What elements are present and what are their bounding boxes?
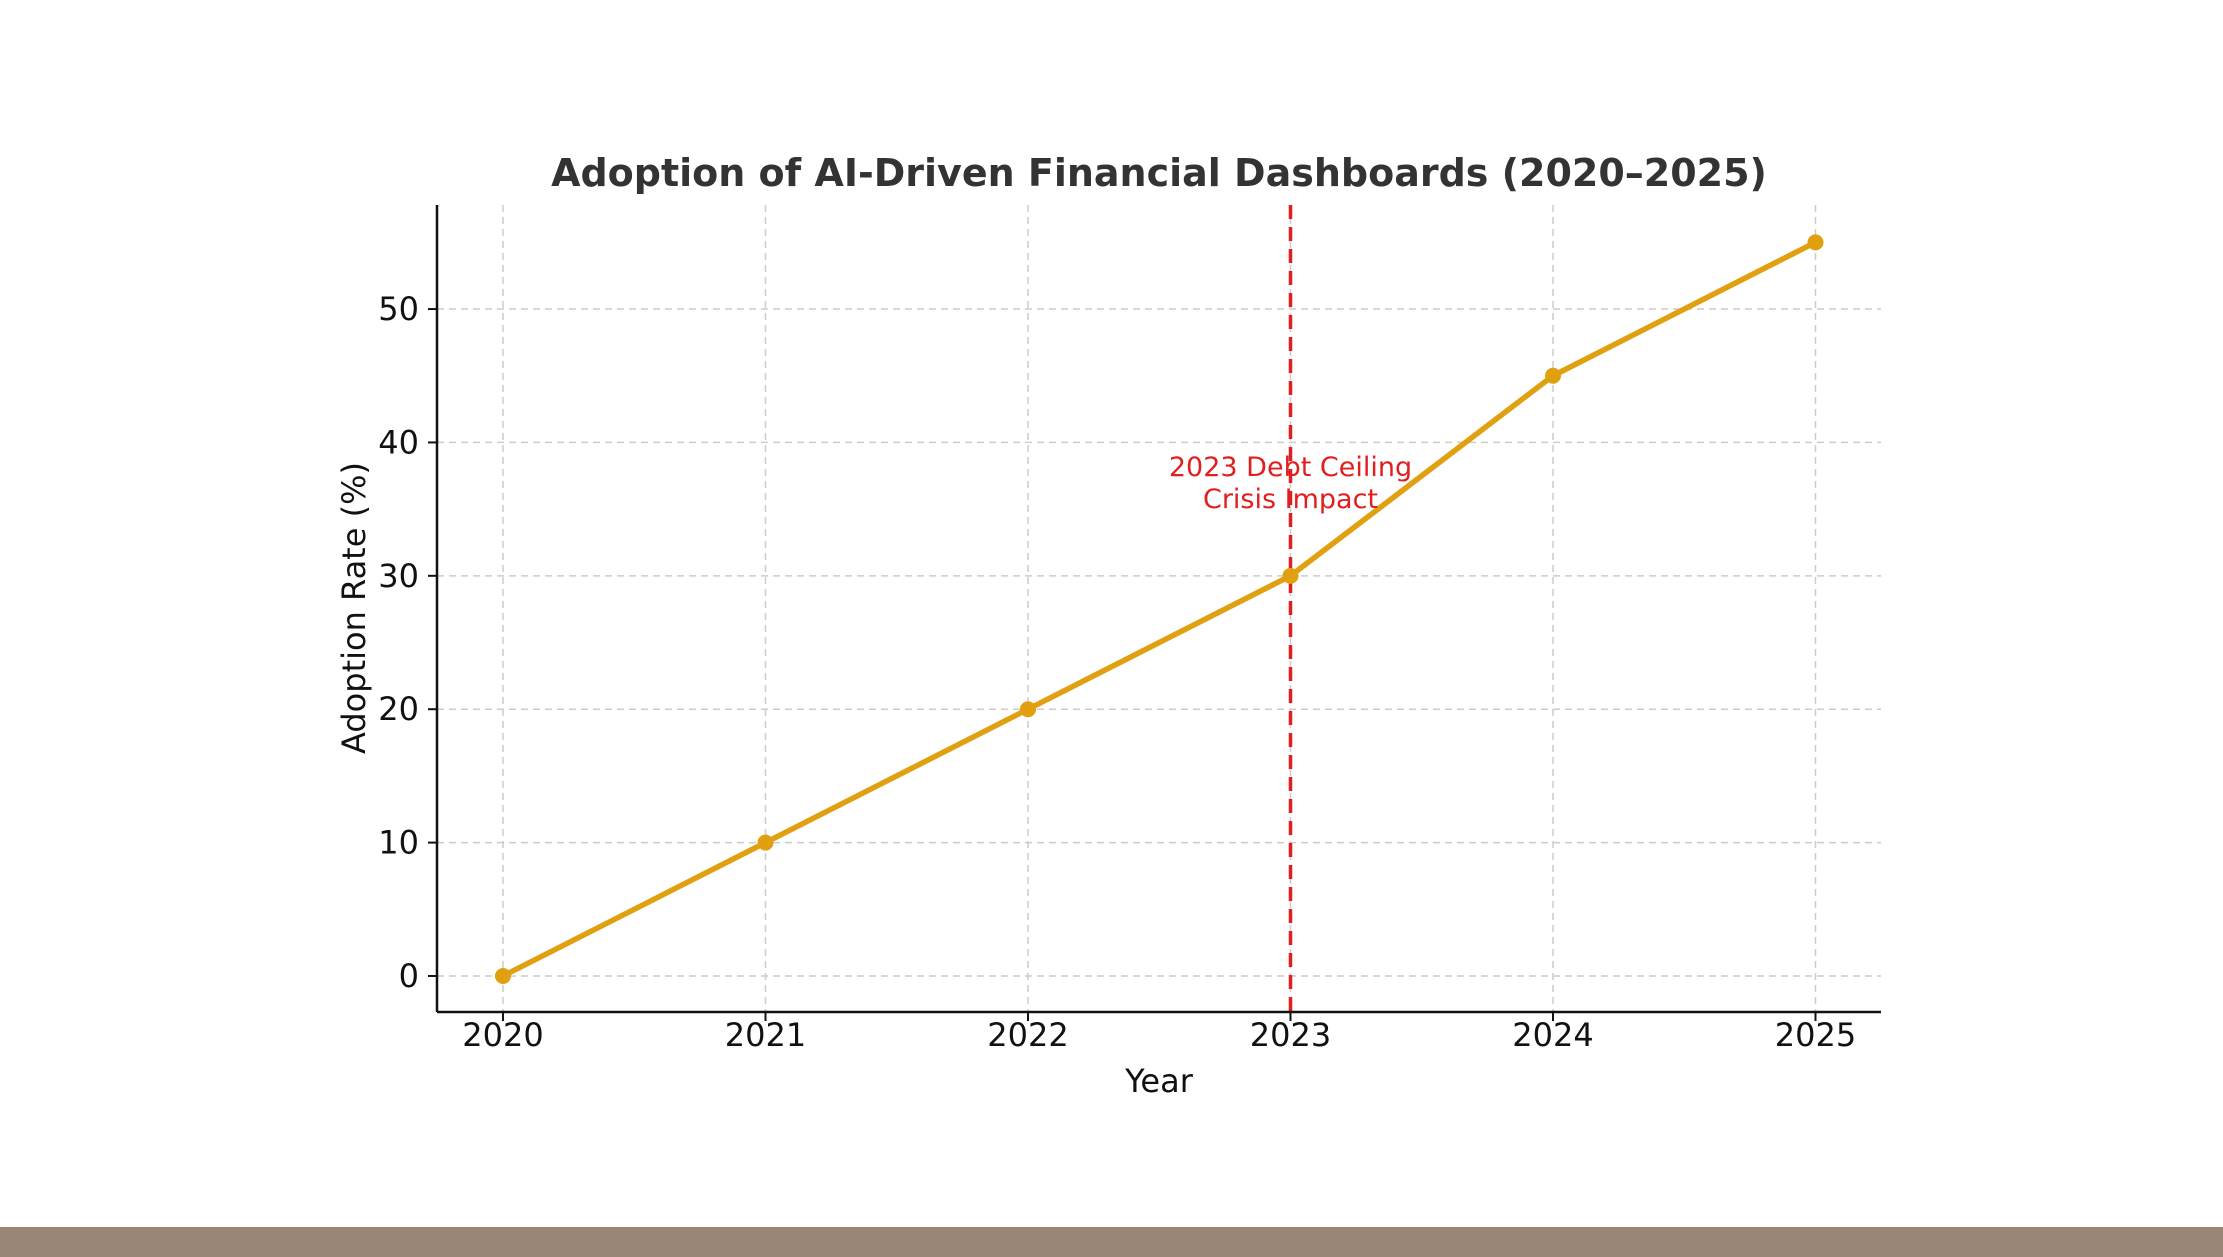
data-point xyxy=(1020,701,1036,718)
axes xyxy=(428,205,1881,1021)
x-axis-label: Year xyxy=(1124,1062,1194,1100)
x-tick-label: 2021 xyxy=(725,1016,806,1054)
y-axis-label: Adoption Rate (%) xyxy=(335,462,373,754)
data-point xyxy=(1807,234,1824,251)
y-tick-label: 20 xyxy=(378,690,419,728)
annotation-text-line: Crisis Impact xyxy=(1203,484,1378,515)
x-tick-label: 2020 xyxy=(462,1016,543,1054)
data-point xyxy=(1282,567,1299,584)
y-tick-label: 30 xyxy=(378,557,419,595)
data-series xyxy=(495,234,1824,984)
x-tick-label: 2022 xyxy=(987,1016,1068,1054)
gridlines xyxy=(437,205,1881,1012)
data-point xyxy=(1545,367,1561,384)
bottom-bar xyxy=(0,1227,2223,1257)
y-tick-label: 50 xyxy=(378,290,419,328)
x-tick-label: 2023 xyxy=(1250,1016,1331,1054)
x-tick-label: 2025 xyxy=(1775,1016,1856,1054)
y-tick-label: 40 xyxy=(378,423,419,461)
y-tick-label: 10 xyxy=(378,824,419,862)
annotation-text-line: 2023 Debt Ceiling xyxy=(1169,452,1412,483)
data-point xyxy=(757,834,774,851)
data-point xyxy=(495,967,511,984)
x-tick-label: 2024 xyxy=(1512,1016,1593,1054)
tick-labels: 2020 2021 2022 2023 2024 2025 0 10 20 30 40 50 xyxy=(378,290,1856,1054)
chart-title: Adoption of AI-Driven Financial Dashboar… xyxy=(551,151,1767,195)
y-tick-label: 0 xyxy=(399,957,419,995)
series-line xyxy=(500,239,1819,979)
